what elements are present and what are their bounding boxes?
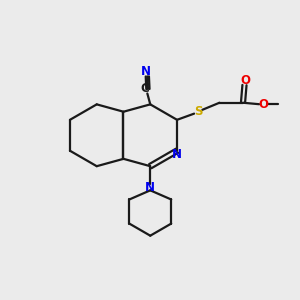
Text: O: O [240, 74, 250, 87]
Text: O: O [258, 98, 268, 111]
Text: N: N [145, 181, 155, 194]
Text: C: C [140, 82, 149, 95]
Text: N: N [141, 65, 151, 78]
Text: N: N [172, 148, 182, 161]
Text: S: S [194, 105, 202, 118]
